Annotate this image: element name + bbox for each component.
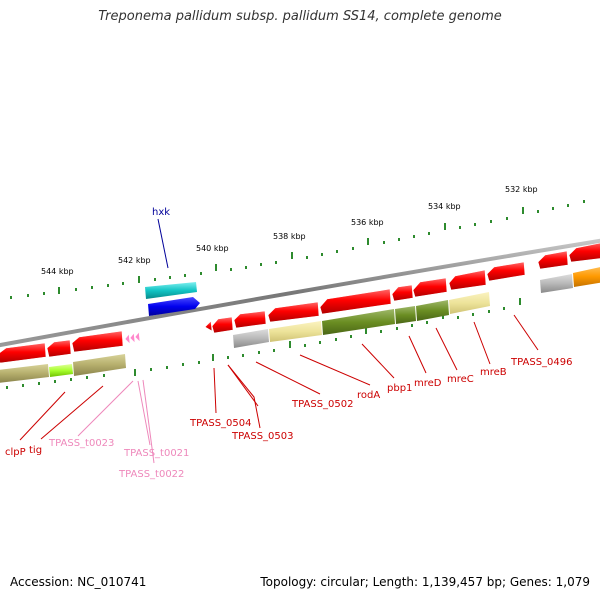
gc-track <box>6 298 521 389</box>
left-cluster-genes <box>0 330 141 364</box>
ruler-ticks <box>10 200 585 299</box>
topology-text: Topology: circular; Length: 1,139,457 bp… <box>260 575 590 589</box>
gene-label-roda: rodA <box>357 390 380 401</box>
left-cluster-products <box>0 354 126 383</box>
gene-label-mred: mreD <box>414 378 442 389</box>
accession-text: Accession: NC_010741 <box>10 575 147 589</box>
ruler-label-532: 532 kbp <box>505 185 538 194</box>
forward-strand-features <box>145 282 200 316</box>
ruler-label-536: 536 kbp <box>351 218 384 227</box>
ruler-label-544: 544 kbp <box>41 267 74 276</box>
genome-title: Treponema pallidum subsp. pallidum SS14,… <box>98 9 502 24</box>
gene-label-tpass-0503: TPASS_0503 <box>231 431 293 442</box>
reverse-strand-products <box>233 267 600 348</box>
ruler-label-542: 542 kbp <box>118 256 151 265</box>
genome-backbone <box>0 238 600 348</box>
gene-label-tig: tig <box>29 445 42 456</box>
reverse-strand-genes <box>204 242 600 334</box>
gene-label-tpass-0496: TPASS_0496 <box>510 357 572 368</box>
callout-lines <box>19 218 539 464</box>
gene-label-pbp1: pbp1 <box>387 383 412 394</box>
gene-label-mreb: mreB <box>480 367 507 378</box>
hxk-cds-feature <box>148 297 200 316</box>
gene-label-t0023: TPASS_t0023 <box>48 438 114 449</box>
gene-label-tpass-0502: TPASS_0502 <box>291 399 353 410</box>
ruler-label-534: 534 kbp <box>428 202 461 211</box>
gene-label-t0022: TPASS_t0022 <box>118 469 184 480</box>
ruler-label-538: 538 kbp <box>273 232 306 241</box>
gene-label-tpass-0504: TPASS_0504 <box>189 418 251 429</box>
ruler-label-540: 540 kbp <box>196 244 229 253</box>
gene-label-clpp: clpP <box>5 447 26 458</box>
gene-label-mrec: mreC <box>447 374 474 385</box>
gene-label-t0021: TPASS_t0021 <box>123 448 189 459</box>
hxk-gene-feature <box>145 282 197 299</box>
gene-label-hxk: hxk <box>152 207 170 218</box>
